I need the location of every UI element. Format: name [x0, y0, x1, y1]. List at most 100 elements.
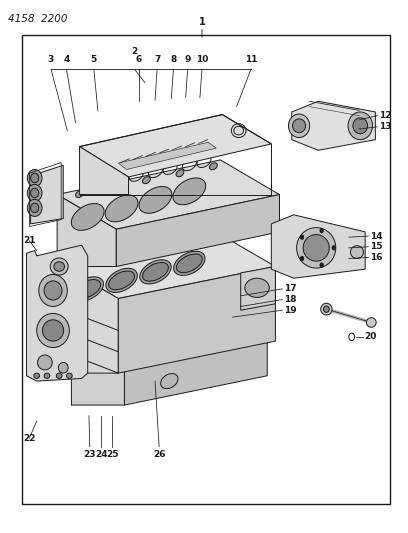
Text: 12: 12 — [379, 111, 391, 120]
Ellipse shape — [75, 279, 101, 298]
Polygon shape — [241, 266, 275, 310]
Text: 18: 18 — [284, 295, 296, 304]
Text: 13: 13 — [379, 123, 391, 131]
Ellipse shape — [324, 306, 329, 312]
Text: 3: 3 — [48, 55, 54, 64]
Ellipse shape — [71, 204, 104, 230]
Circle shape — [320, 229, 323, 233]
Text: 16: 16 — [370, 253, 382, 262]
Ellipse shape — [75, 190, 84, 198]
Text: 9: 9 — [184, 55, 191, 64]
Ellipse shape — [350, 246, 364, 259]
Ellipse shape — [39, 274, 67, 306]
Polygon shape — [57, 195, 116, 266]
Ellipse shape — [31, 173, 39, 183]
Ellipse shape — [139, 187, 172, 213]
Circle shape — [300, 235, 304, 239]
Ellipse shape — [109, 271, 135, 290]
Polygon shape — [80, 147, 129, 195]
Ellipse shape — [50, 258, 68, 275]
Ellipse shape — [27, 169, 42, 187]
Text: 7: 7 — [154, 55, 160, 64]
Ellipse shape — [293, 119, 306, 133]
Ellipse shape — [161, 374, 178, 389]
Text: 23: 23 — [84, 450, 96, 459]
Polygon shape — [118, 142, 216, 169]
Ellipse shape — [27, 184, 42, 201]
Polygon shape — [63, 266, 118, 373]
Text: 8: 8 — [170, 55, 177, 64]
Ellipse shape — [44, 373, 50, 378]
Polygon shape — [57, 195, 279, 264]
Ellipse shape — [173, 251, 205, 276]
Text: 17: 17 — [284, 285, 296, 293]
Polygon shape — [80, 115, 271, 177]
Polygon shape — [27, 245, 88, 381]
Text: 24: 24 — [95, 450, 107, 459]
Ellipse shape — [176, 169, 184, 177]
Ellipse shape — [297, 228, 336, 268]
Text: 2: 2 — [131, 47, 138, 56]
Ellipse shape — [106, 268, 137, 293]
Ellipse shape — [245, 278, 269, 297]
Ellipse shape — [140, 260, 171, 284]
Ellipse shape — [142, 176, 151, 184]
Text: 21: 21 — [24, 237, 36, 245]
Ellipse shape — [34, 373, 40, 378]
Circle shape — [300, 256, 304, 261]
Polygon shape — [124, 341, 267, 405]
Polygon shape — [118, 266, 275, 373]
Ellipse shape — [142, 262, 169, 281]
Text: 22: 22 — [24, 434, 36, 442]
Polygon shape — [271, 215, 365, 278]
Ellipse shape — [366, 318, 376, 327]
Ellipse shape — [67, 373, 72, 378]
Text: 15: 15 — [370, 243, 382, 251]
Ellipse shape — [348, 112, 373, 140]
Ellipse shape — [44, 281, 62, 300]
Ellipse shape — [38, 355, 52, 370]
Ellipse shape — [37, 313, 69, 348]
Ellipse shape — [73, 253, 82, 261]
Ellipse shape — [353, 118, 368, 134]
Ellipse shape — [177, 216, 186, 224]
Ellipse shape — [105, 195, 138, 222]
Text: 4: 4 — [63, 55, 70, 64]
Ellipse shape — [27, 199, 42, 216]
Polygon shape — [292, 101, 375, 150]
Ellipse shape — [42, 320, 64, 341]
Bar — [22, 35, 390, 504]
Text: 4158  2200: 4158 2200 — [8, 14, 68, 23]
Text: 5: 5 — [91, 55, 97, 64]
Ellipse shape — [321, 303, 332, 315]
Ellipse shape — [173, 178, 206, 205]
Text: 6: 6 — [135, 55, 142, 64]
Text: 19: 19 — [284, 306, 296, 314]
Ellipse shape — [176, 254, 202, 273]
Ellipse shape — [288, 114, 310, 138]
Ellipse shape — [109, 183, 117, 191]
Polygon shape — [31, 165, 63, 224]
Text: 10: 10 — [196, 55, 208, 64]
Ellipse shape — [72, 277, 104, 301]
Text: 14: 14 — [370, 232, 382, 240]
Circle shape — [320, 263, 323, 267]
Circle shape — [332, 246, 335, 250]
Text: 20: 20 — [364, 333, 377, 341]
Text: 26: 26 — [153, 450, 165, 459]
Ellipse shape — [58, 362, 68, 373]
Polygon shape — [71, 312, 267, 370]
Ellipse shape — [303, 235, 329, 261]
Text: 25: 25 — [106, 450, 118, 459]
Polygon shape — [57, 160, 279, 229]
Polygon shape — [71, 341, 124, 405]
Ellipse shape — [54, 262, 64, 271]
Polygon shape — [116, 195, 279, 266]
Ellipse shape — [184, 322, 200, 334]
Ellipse shape — [212, 204, 220, 212]
Polygon shape — [63, 235, 275, 298]
Ellipse shape — [31, 203, 39, 213]
Text: 11: 11 — [245, 55, 257, 64]
Ellipse shape — [143, 229, 151, 236]
Text: 1: 1 — [199, 18, 205, 27]
